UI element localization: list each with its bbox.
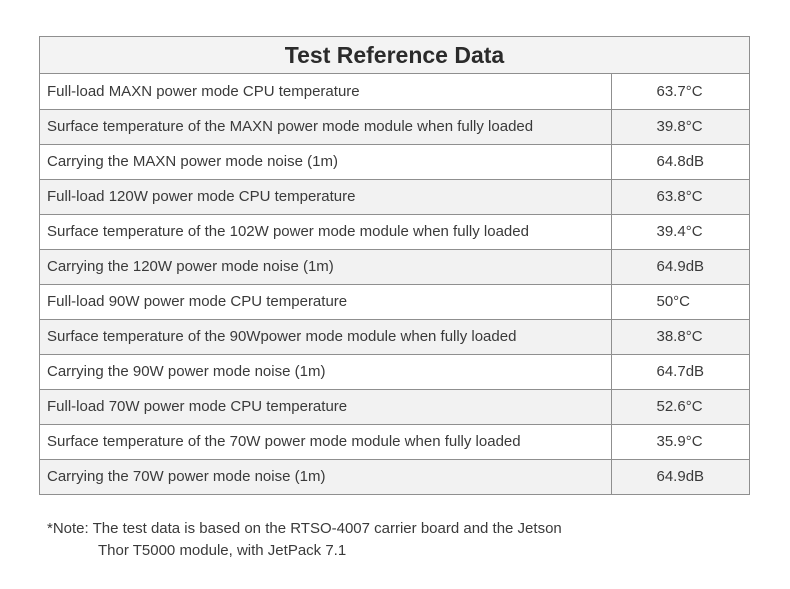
table-row: Carrying the 70W power mode noise (1m) 6… <box>40 459 749 494</box>
table-row: Carrying the 120W power mode noise (1m) … <box>40 249 749 285</box>
row-value: 35.9°C <box>611 424 749 460</box>
row-value: 50°C <box>611 284 749 320</box>
row-value: 63.8°C <box>611 179 749 215</box>
row-value: 64.8dB <box>611 144 749 180</box>
footnote: *Note: The test data is based on the RTS… <box>47 518 562 562</box>
row-label: Full-load 90W power mode CPU temperature <box>40 284 612 320</box>
table-row: Surface temperature of the 102W power mo… <box>40 214 749 250</box>
row-value: 63.7°C <box>611 74 749 110</box>
row-value: 52.6°C <box>611 389 749 425</box>
reference-data-table: Test Reference Data Full-load MAXN power… <box>39 36 750 495</box>
footnote-line-2: Thor T5000 module, with JetPack 7.1 <box>98 542 347 559</box>
row-label: Full-load MAXN power mode CPU temperatur… <box>40 74 612 110</box>
row-label: Carrying the 90W power mode noise (1m) <box>40 354 612 390</box>
table-row: Surface temperature of the 90Wpower mode… <box>40 319 749 355</box>
table-row: Full-load 120W power mode CPU temperatur… <box>40 179 749 215</box>
data-table: Full-load MAXN power mode CPU temperatur… <box>40 74 749 494</box>
row-value: 38.8°C <box>611 319 749 355</box>
table-row: Full-load 70W power mode CPU temperature… <box>40 389 749 425</box>
table-row: Carrying the MAXN power mode noise (1m) … <box>40 144 749 180</box>
row-label: Carrying the 120W power mode noise (1m) <box>40 249 612 285</box>
table-row: Carrying the 90W power mode noise (1m) 6… <box>40 354 749 390</box>
row-value: 39.8°C <box>611 109 749 145</box>
row-label: Surface temperature of the 70W power mod… <box>40 424 612 460</box>
row-value: 64.7dB <box>611 354 749 390</box>
table-row: Surface temperature of the MAXN power mo… <box>40 109 749 145</box>
row-label: Carrying the MAXN power mode noise (1m) <box>40 144 612 180</box>
row-label: Full-load 120W power mode CPU temperatur… <box>40 179 612 215</box>
row-label: Surface temperature of the 90Wpower mode… <box>40 319 612 355</box>
row-value: 64.9dB <box>611 249 749 285</box>
row-value: 64.9dB <box>611 459 749 494</box>
row-label: Surface temperature of the 102W power mo… <box>40 214 612 250</box>
table-row: Surface temperature of the 70W power mod… <box>40 424 749 460</box>
row-value: 39.4°C <box>611 214 749 250</box>
table-row: Full-load 90W power mode CPU temperature… <box>40 284 749 320</box>
row-label: Surface temperature of the MAXN power mo… <box>40 109 612 145</box>
row-label: Carrying the 70W power mode noise (1m) <box>40 459 612 494</box>
row-label: Full-load 70W power mode CPU temperature <box>40 389 612 425</box>
table-row: Full-load MAXN power mode CPU temperatur… <box>40 74 749 110</box>
table-title: Test Reference Data <box>40 37 749 74</box>
footnote-line-1: *Note: The test data is based on the RTS… <box>47 520 562 537</box>
